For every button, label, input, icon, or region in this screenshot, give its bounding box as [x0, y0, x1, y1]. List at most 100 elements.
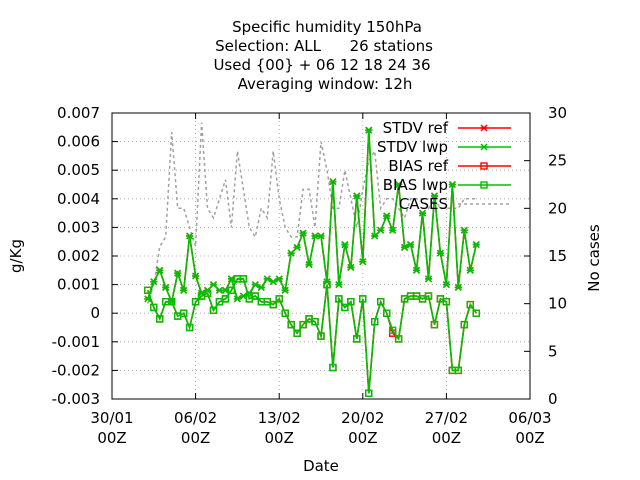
- data-point: [335, 295, 343, 303]
- title-line-1: Specific humidity 150hPa: [232, 18, 422, 36]
- data-point: [203, 289, 212, 297]
- x-tick-label-hour: 00Z: [97, 429, 126, 447]
- marker-stroke: [215, 286, 224, 294]
- data-point: [460, 320, 469, 329]
- data-point: [257, 283, 265, 291]
- marker-stroke: [227, 275, 235, 283]
- x-tick-label: 06/02: [174, 409, 217, 427]
- data-point: [454, 366, 463, 375]
- data-point: [323, 280, 331, 289]
- marker-stroke: [454, 283, 462, 291]
- y2-axis: 0 5 10 15 20 25 30: [524, 104, 567, 408]
- data-point: [179, 309, 188, 317]
- data-point: [418, 209, 427, 217]
- marker-stroke: [156, 266, 164, 274]
- marker-stroke: [162, 283, 170, 291]
- y-tick-label: 0.005: [57, 161, 100, 179]
- data-point: [407, 241, 415, 249]
- data-point: [460, 226, 468, 234]
- marker-stroke: [293, 243, 301, 251]
- x-axis: 30/01 00Z 06/02 00Z 13/02 00Z 20/02 00Z 27/02 00Z…: [90, 113, 552, 447]
- legend-label: STDV lwp: [377, 138, 448, 156]
- data-point: [424, 292, 433, 300]
- marker-stroke: [460, 226, 468, 234]
- marker-stroke: [480, 124, 488, 132]
- data-point: [293, 329, 301, 337]
- data-point: [395, 180, 403, 189]
- data-point: [424, 275, 433, 283]
- marker-stroke: [413, 266, 421, 274]
- x-tick-label: 30/01: [90, 409, 133, 427]
- marker-stroke: [347, 263, 355, 271]
- data-point: [239, 275, 248, 283]
- marker-stroke: [466, 266, 474, 274]
- data-point: [371, 232, 379, 240]
- legend-entry: CASES: [399, 195, 511, 213]
- data-point: [162, 283, 170, 291]
- y-tick-label: 0: [90, 304, 100, 322]
- marker-stroke: [192, 272, 200, 280]
- marker-stroke: [239, 292, 247, 300]
- legend-label: CASES: [399, 195, 448, 213]
- marker-stroke: [180, 286, 188, 294]
- data-point: [269, 300, 277, 309]
- marker-stroke: [377, 226, 385, 234]
- data-point: [442, 298, 451, 306]
- legend-marker: [480, 181, 488, 189]
- data-point: [466, 300, 474, 309]
- marker-stroke: [335, 281, 343, 289]
- legend-marker: [480, 124, 488, 132]
- marker-stroke: [305, 261, 313, 269]
- data-point: [281, 309, 289, 317]
- y2-tick-label: 5: [548, 342, 558, 360]
- data-point: [353, 192, 361, 200]
- marker-stroke: [233, 295, 241, 303]
- x-tick-label-hour: 00Z: [515, 429, 544, 447]
- data-point: [466, 266, 474, 274]
- series-bias-lwp: [144, 275, 480, 397]
- plot-series: [144, 122, 480, 397]
- legend-entry: STDV lwp: [377, 138, 511, 156]
- marker-stroke: [209, 281, 218, 289]
- series-line: [147, 278, 477, 394]
- data-point: [311, 318, 319, 326]
- data-point: [382, 309, 391, 317]
- y-tick-label: 0.007: [57, 104, 100, 122]
- y-tick-label: -0.001: [52, 333, 100, 351]
- y-axis: -0.003 -0.002 -0.001 0 0.001 0.002 0.003 0.004 0…: [52, 104, 118, 408]
- legend-label: BIAS ref: [388, 157, 448, 175]
- marker-stroke: [245, 289, 253, 297]
- data-point: [371, 318, 379, 326]
- title-line-4: Averaging window: 12h: [238, 75, 413, 93]
- marker-stroke: [365, 126, 373, 134]
- data-point: [251, 281, 259, 289]
- marker-stroke: [407, 241, 415, 249]
- legend-marker: [480, 162, 488, 170]
- data-point: [287, 249, 295, 257]
- marker-stroke: [311, 232, 319, 240]
- y2-tick-label: 20: [548, 199, 567, 217]
- grid: [112, 113, 530, 399]
- data-point: [389, 226, 397, 234]
- y2-axis-label: No cases: [585, 224, 603, 292]
- marker-stroke: [317, 232, 325, 240]
- x-axis-label: Date: [303, 457, 339, 475]
- data-point: [329, 363, 337, 372]
- marker-stroke: [341, 241, 349, 249]
- data-point: [251, 292, 260, 300]
- data-point: [168, 298, 176, 306]
- data-point: [299, 320, 307, 329]
- legend-entry: BIAS lwp: [383, 176, 511, 194]
- legend-label: STDV ref: [383, 119, 449, 137]
- y2-tick-label: 30: [548, 104, 567, 122]
- marker-stroke: [389, 226, 397, 234]
- title-line-2: Selection: ALL 26 stations: [215, 37, 433, 55]
- data-point: [394, 335, 403, 343]
- marker-stroke: [401, 243, 409, 251]
- marker-stroke: [150, 278, 158, 286]
- data-point: [365, 389, 373, 397]
- y-tick-label: 0.001: [57, 276, 100, 294]
- data-point: [174, 269, 182, 277]
